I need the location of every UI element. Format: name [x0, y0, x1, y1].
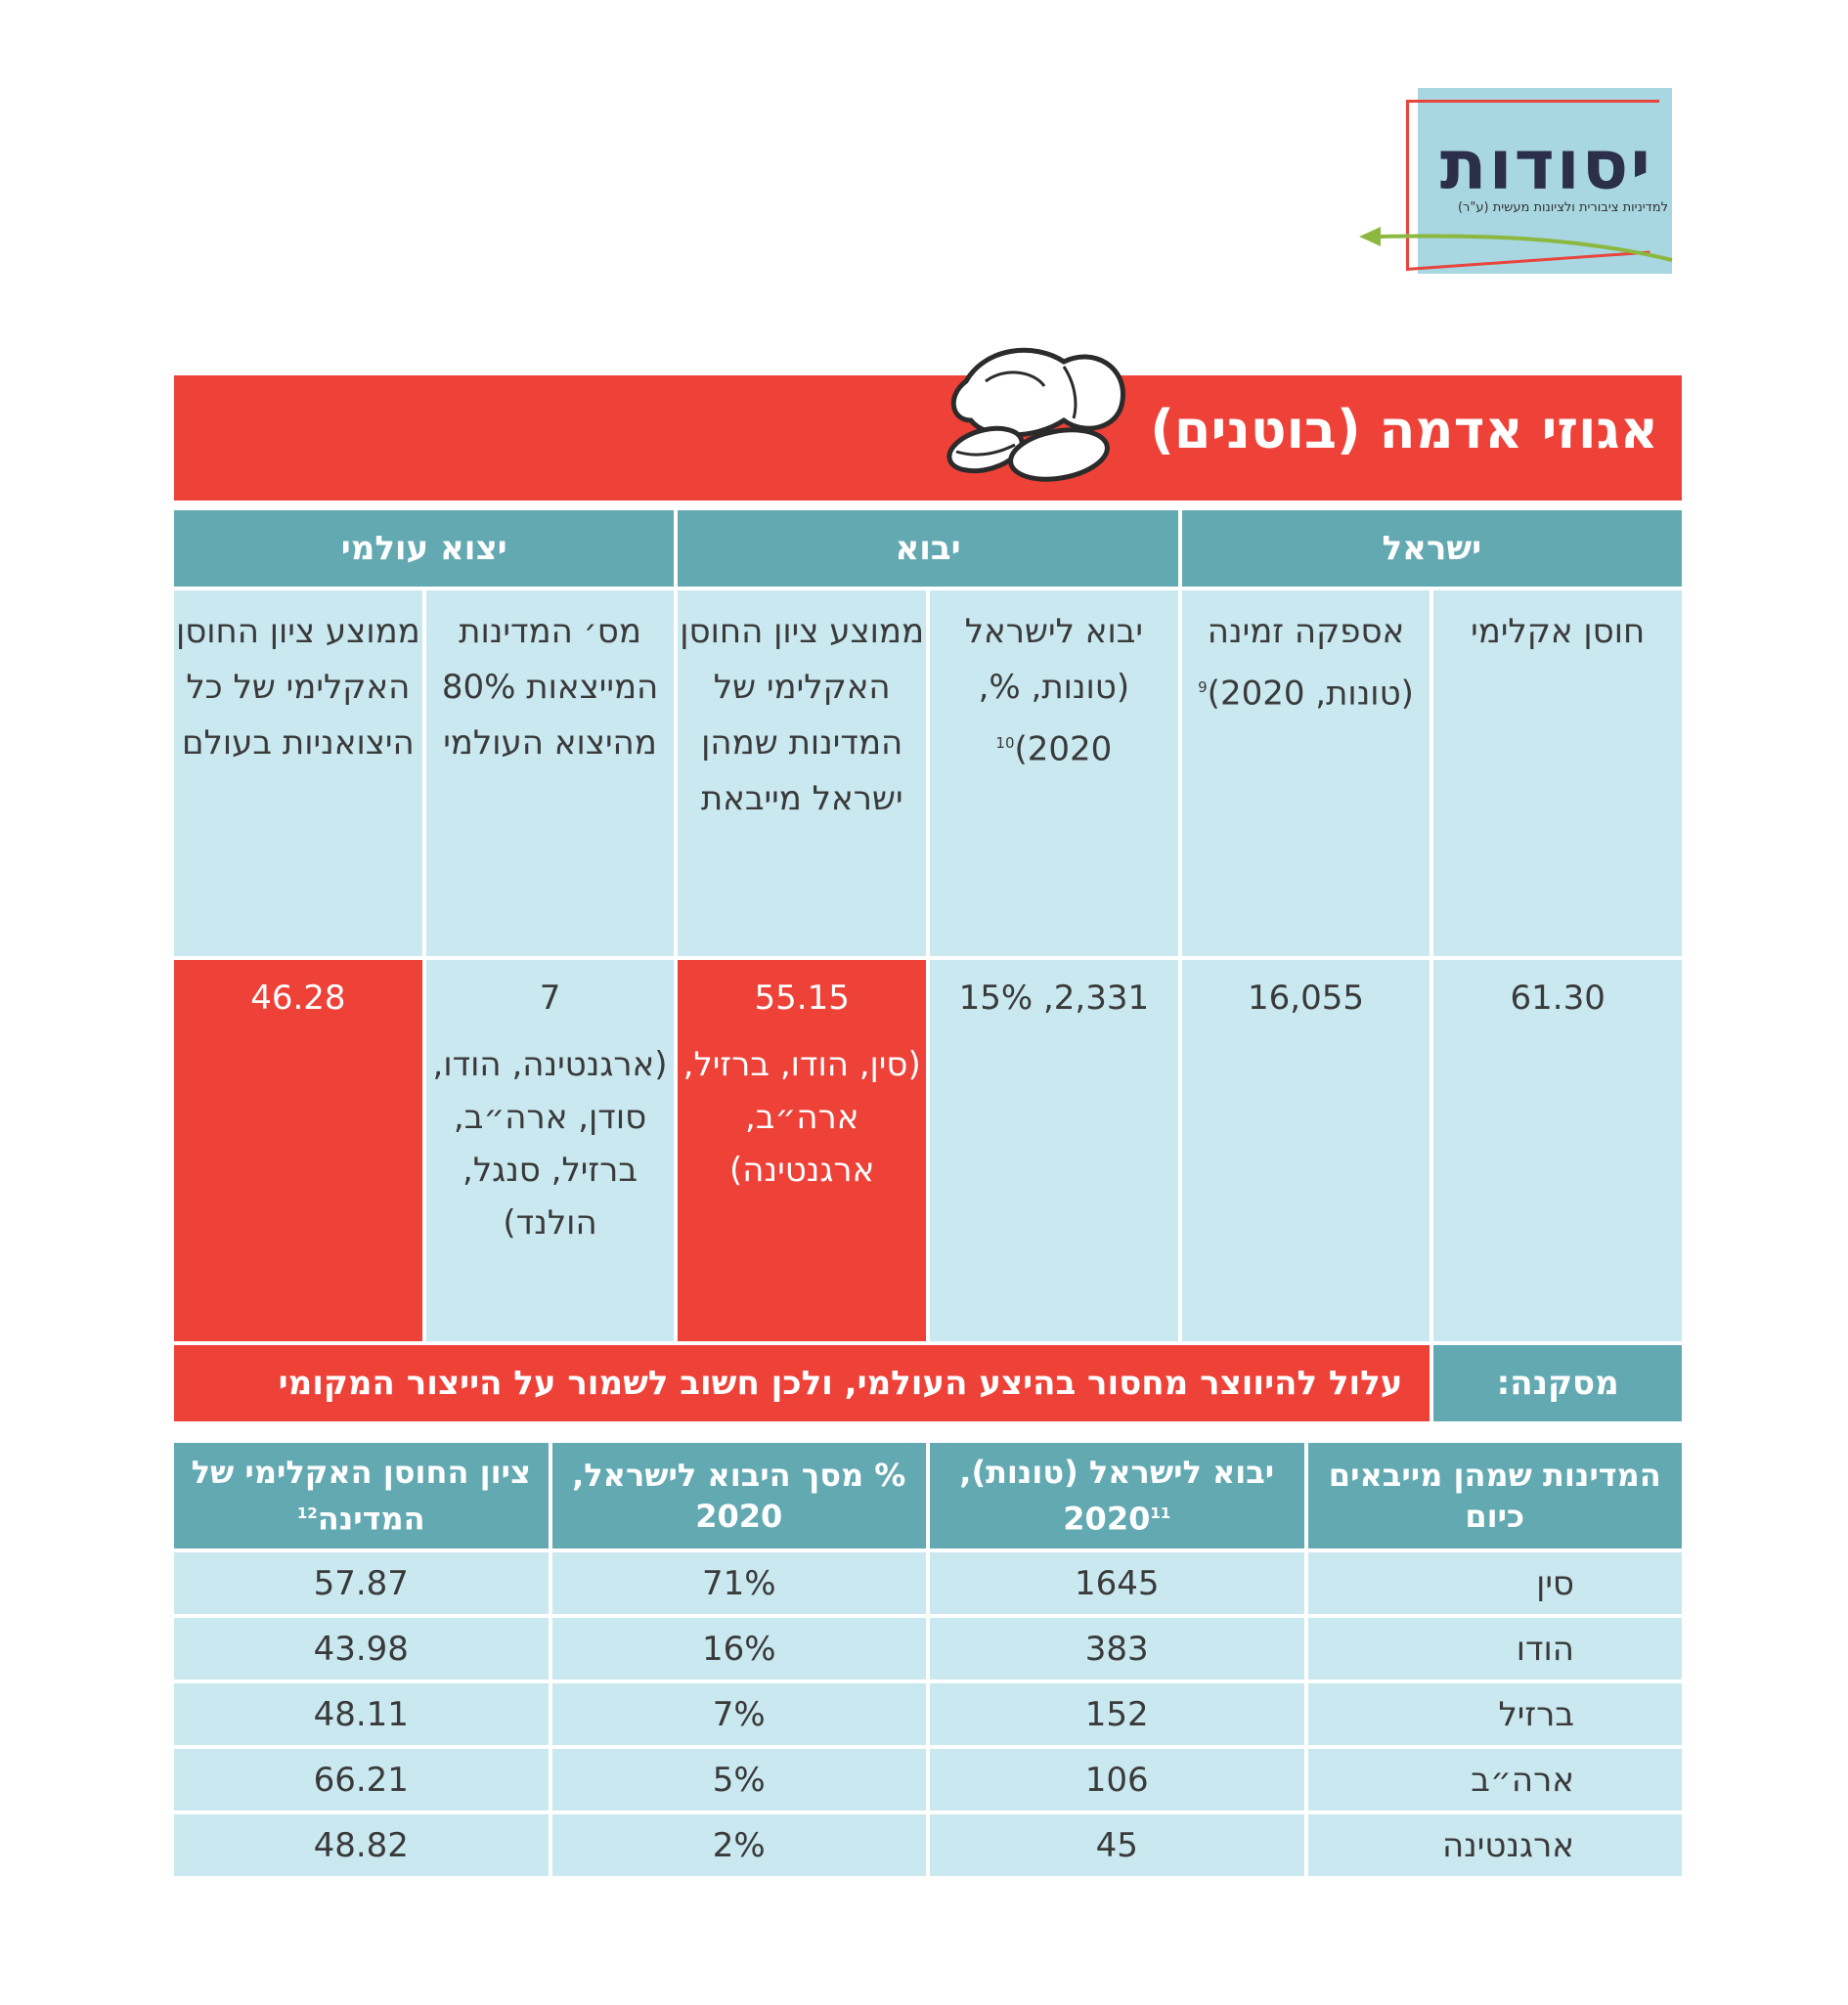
cell-country: ארגנטינה — [1307, 1814, 1682, 1876]
logo: יסודות למדיניות ציבורית ולציונות מעשית (… — [1359, 88, 1692, 283]
cell-country: ברזיל — [1307, 1683, 1682, 1745]
cell-country: סין — [1307, 1552, 1682, 1614]
group-header-israel: ישראל — [1181, 510, 1682, 587]
table-row: הודו 383 16% 43.98 — [174, 1618, 1682, 1679]
cell-score: 66.21 — [174, 1749, 549, 1810]
table-row: ברזיל 152 7% 48.11 — [174, 1683, 1682, 1745]
header-import-tons: יבוא לישראל (טונות), 202011 — [930, 1443, 1304, 1548]
cell-share: 2% — [551, 1814, 926, 1876]
group-header-world-export: יצוא עולמי — [174, 510, 675, 587]
cell-tons: 106 — [930, 1749, 1304, 1810]
cell-score: 48.82 — [174, 1814, 549, 1876]
value-exporter-count: 7 (ארגנטינה, הודו, סודן, ארה״ב, ברזיל, ס… — [425, 960, 675, 1341]
cell-tons: 1645 — [930, 1552, 1304, 1614]
value-import-avg-score: 55.15 (סין, הודו, ברזיל, ארה״ב, ארגנטינה… — [678, 960, 927, 1341]
column-header-climate-resilience: חוסן אקלימי — [1433, 590, 1682, 956]
conclusion-text: עלול להיווצר מחסור בהיצע העולמי, ולכן חש… — [174, 1345, 1430, 1421]
cell-tons: 152 — [930, 1683, 1304, 1745]
cell-share: 71% — [551, 1552, 926, 1614]
cell-share: 5% — [551, 1749, 926, 1810]
logo-frame — [1406, 100, 1659, 271]
title-banner: אגוזי אדמה (בוטנים) — [174, 347, 1682, 501]
header-country-score: ציון החוסן האקלימי של המדינה12 — [174, 1443, 549, 1548]
page-title: אגוזי אדמה (בוטנים) — [1150, 399, 1658, 460]
logo-subtitle: למדיניות ציבורית ולציונות מעשית (ע"ר) — [1457, 200, 1668, 215]
value-import-to-israel: 2,331, 15% — [930, 960, 1178, 1341]
group-header-import: יבוא — [678, 510, 1178, 587]
cell-tons: 45 — [930, 1814, 1304, 1876]
value-available-supply: 16,055 — [1181, 960, 1430, 1341]
cell-score: 57.87 — [174, 1552, 549, 1614]
header-import-share: % מסך היבוא לישראל, 2020 — [551, 1443, 926, 1548]
cell-country: ארה״ב — [1307, 1749, 1682, 1810]
import-avg-score-number: 55.15 — [754, 979, 850, 1018]
table-row: ארגנטינה 45 2% 48.82 — [174, 1814, 1682, 1876]
exporter-countries-list: (ארגנטינה, הודו, סודן, ארה״ב, ברזיל, סנג… — [432, 1045, 668, 1242]
cell-share: 7% — [551, 1683, 926, 1745]
cell-score: 48.11 — [174, 1683, 549, 1745]
conclusion-label: מסקנה: — [1433, 1345, 1682, 1421]
column-header-exporter-count: מס׳ המדינות המייצאות 80% מהיצוא העולמי — [425, 590, 675, 956]
header-source-countries: המדינות שמהן מייבאים כיום — [1307, 1443, 1682, 1548]
cell-country: הודו — [1307, 1618, 1682, 1679]
peanut-icon — [946, 347, 1125, 482]
exporter-count-number: 7 — [539, 979, 561, 1018]
table-row: סין 1645 71% 57.87 — [174, 1552, 1682, 1614]
value-world-avg-score: 46.28 — [174, 960, 422, 1341]
column-header-import-to-israel: יבוא לישראל (טונות, %, 2020)10 — [930, 590, 1178, 956]
column-header-world-avg-score: ממוצע ציון החוסן האקלימי של כל היצואניות… — [174, 590, 422, 956]
column-header-import-avg-score: ממוצע ציון החוסן האקלימי של המדינות שמהן… — [678, 590, 927, 956]
cell-score: 43.98 — [174, 1618, 549, 1679]
cell-tons: 383 — [930, 1618, 1304, 1679]
cell-share: 16% — [551, 1618, 926, 1679]
summary-table: ישראל יבוא יצוא עולמי חוסן אקלימי אספקה … — [170, 506, 1686, 1425]
import-countries-list: (סין, הודו, ברזיל, ארה״ב, ארגנטינה) — [682, 1045, 921, 1190]
import-breakdown-table: המדינות שמהן מייבאים כיום יבוא לישראל (ט… — [170, 1439, 1686, 1880]
arrow-icon — [1359, 227, 1673, 262]
logo-background — [1418, 88, 1672, 274]
table-row: ארה״ב 106 5% 66.21 — [174, 1749, 1682, 1810]
column-header-available-supply: אספקה זמינה (טונות, 2020)9 — [1181, 590, 1430, 956]
logo-title: יסודות — [1439, 125, 1652, 205]
value-climate-resilience: 61.30 — [1433, 960, 1682, 1341]
